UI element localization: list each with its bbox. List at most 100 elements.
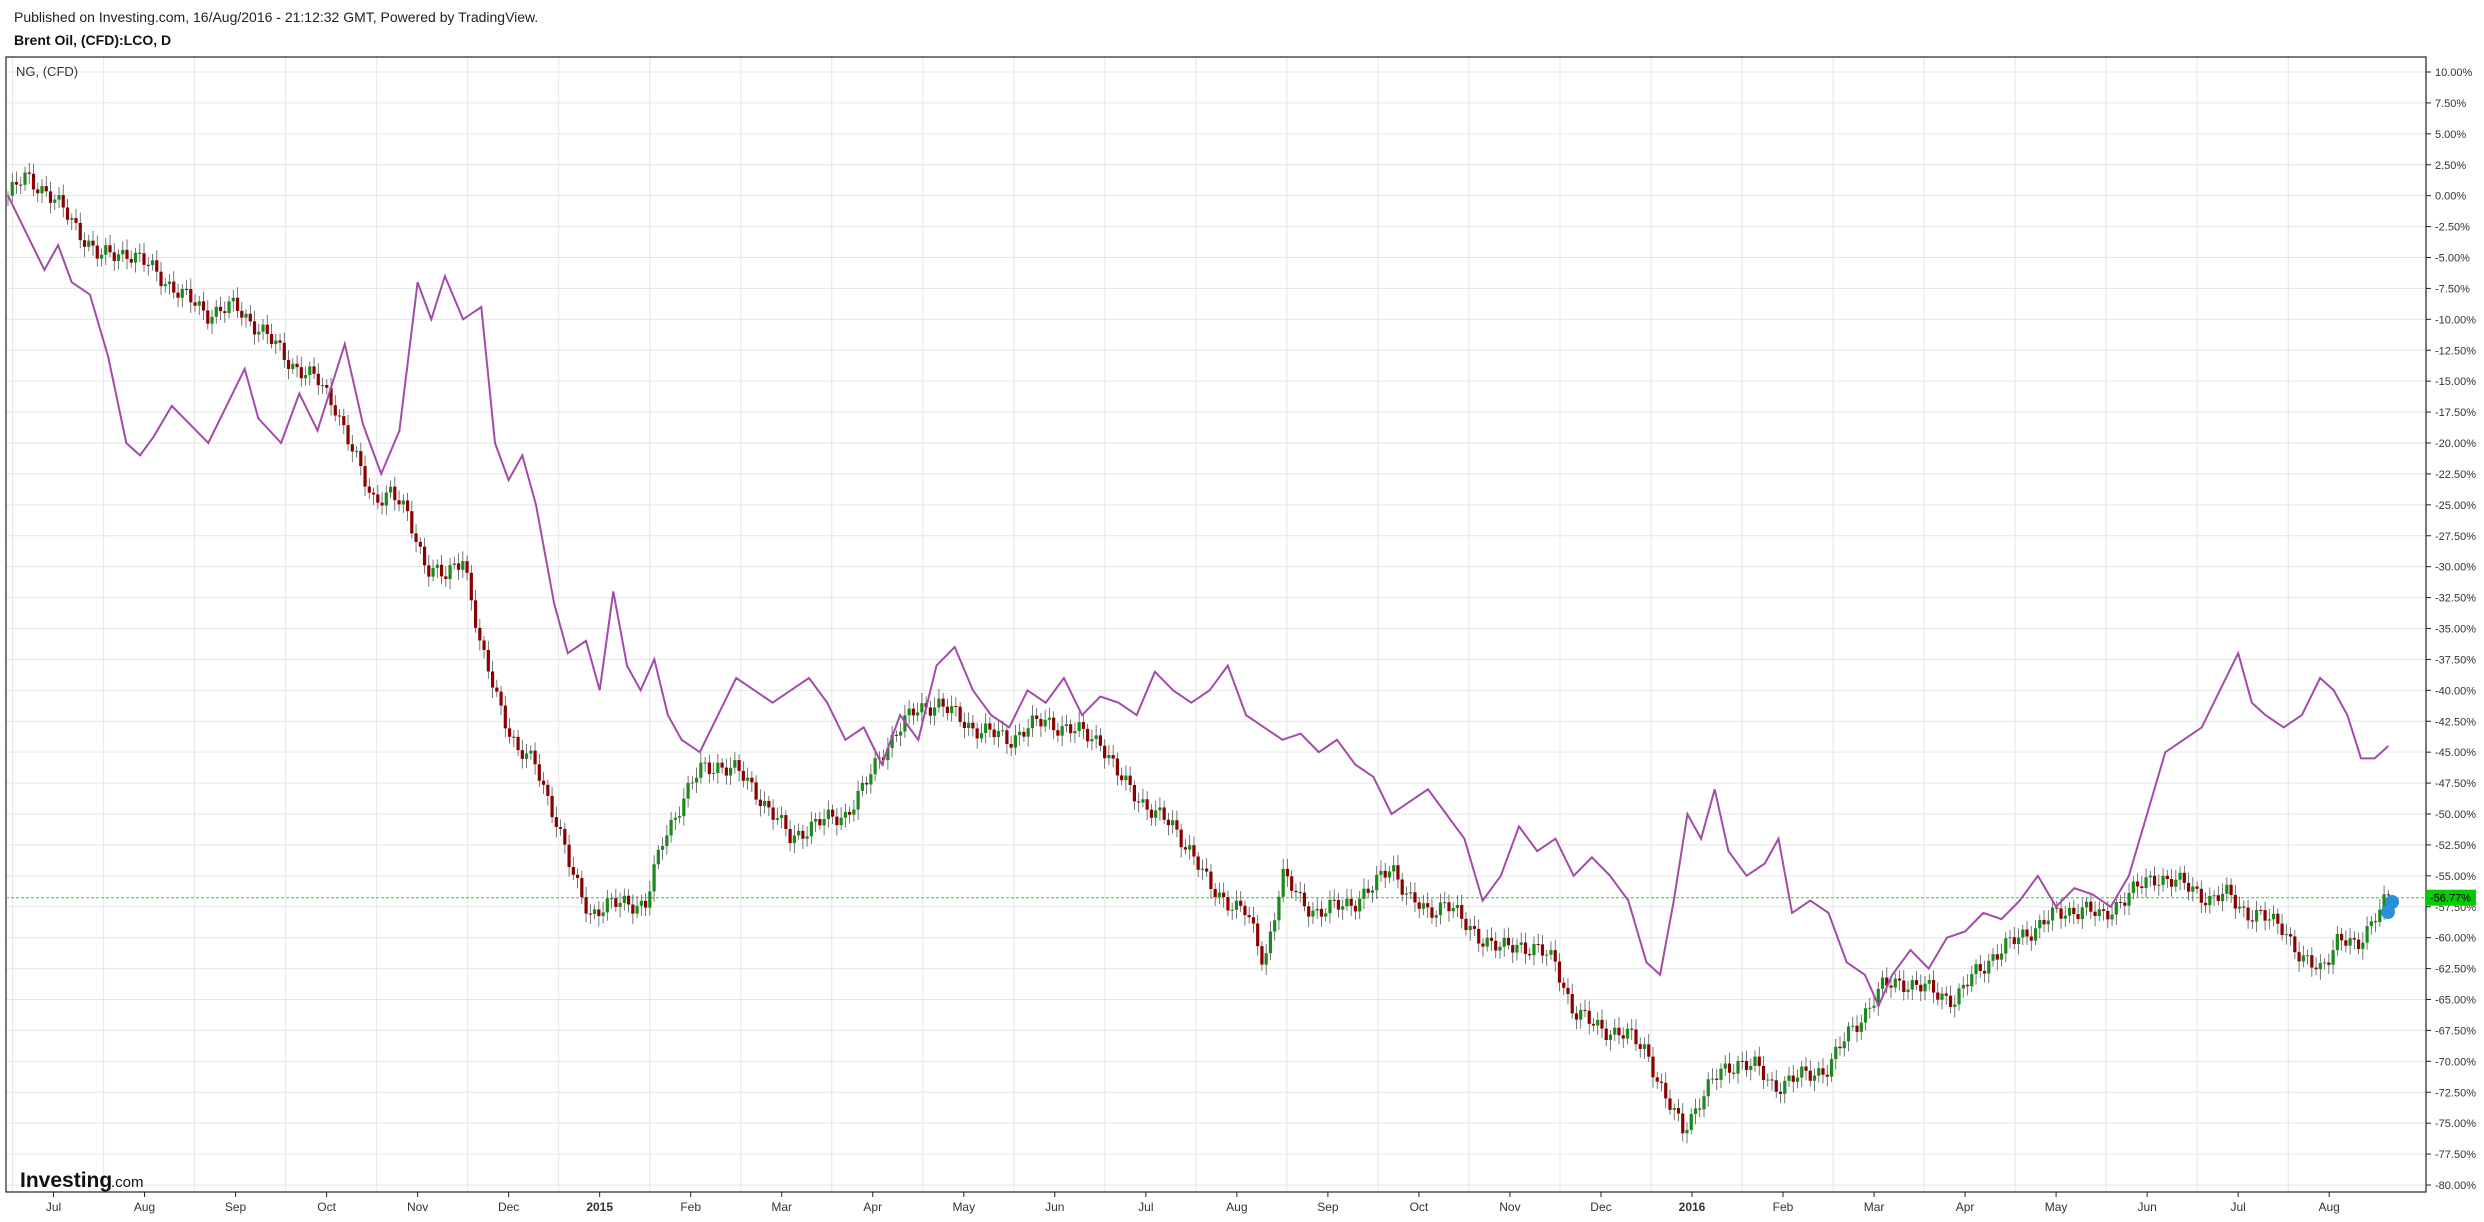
candle-body <box>843 811 847 818</box>
candle-body <box>2046 920 2050 925</box>
candle-body <box>1825 1074 1829 1077</box>
candle-body <box>388 486 393 493</box>
candle-body <box>1213 888 1217 898</box>
plot-frame <box>5 56 2427 1193</box>
candle-body <box>2169 879 2174 887</box>
y-tick-label: -32.50% <box>2435 593 2476 605</box>
x-tick-label: Apr <box>863 1200 882 1214</box>
candle-body <box>397 500 401 505</box>
candle-body <box>1332 899 1336 901</box>
candle-body <box>695 777 699 783</box>
candle-body <box>1379 870 1383 875</box>
candle-body <box>1868 1007 1872 1009</box>
candle-body <box>2259 910 2263 912</box>
candle-body <box>899 731 903 736</box>
x-tick-label: Aug <box>134 1200 155 1214</box>
candle-body <box>2293 936 2297 953</box>
candle-body <box>1090 739 1094 742</box>
candle-body <box>2025 929 2029 937</box>
y-tick-label: -55.00% <box>2435 871 2476 883</box>
candle-body <box>1876 988 1880 1006</box>
candle-body <box>2373 921 2378 923</box>
candle-body <box>405 500 410 512</box>
candle-body <box>48 191 53 203</box>
candle-body <box>1413 892 1417 903</box>
candle-body <box>1421 903 1426 909</box>
x-tick-label: Apr <box>1956 1200 1975 1214</box>
candle-body <box>1260 946 1264 965</box>
candle-body <box>1426 903 1430 908</box>
candle-body <box>2131 881 2135 893</box>
candle-body <box>206 310 210 324</box>
y-tick-label: -35.00% <box>2435 624 2476 636</box>
marker-circle-icon[interactable] <box>2381 905 2395 919</box>
candle-body <box>1549 950 1553 955</box>
candle-body <box>826 809 830 820</box>
candle-body <box>282 342 286 360</box>
candle-body <box>1638 1044 1642 1049</box>
candle-body <box>2369 921 2373 927</box>
candle-body <box>2114 901 2118 915</box>
x-tick-label: Oct <box>317 1200 336 1214</box>
candle-body <box>665 835 669 847</box>
candle-body <box>1753 1056 1757 1066</box>
candle-body <box>184 288 189 290</box>
candle-body <box>609 898 614 900</box>
y-tick-label: -22.50% <box>2435 469 2476 481</box>
candle-body <box>716 762 720 773</box>
candle-body <box>669 819 673 836</box>
candle-body <box>308 366 312 376</box>
candle-body <box>724 767 728 776</box>
candle-body <box>1681 1113 1685 1134</box>
candle-body <box>1489 937 1494 941</box>
candle-body <box>1940 993 1944 1000</box>
candle-body <box>2191 886 2195 892</box>
candle-body <box>2378 909 2382 922</box>
candle-body <box>461 561 465 570</box>
candle-body <box>329 387 333 406</box>
candle-body <box>1451 908 1455 912</box>
candle-body <box>44 186 48 192</box>
candle-body <box>890 734 894 749</box>
x-tick-label: Oct <box>1410 1200 1429 1214</box>
candle-body <box>2348 938 2352 946</box>
candle-body <box>303 375 308 379</box>
candle-body <box>1634 1029 1638 1045</box>
candle-body <box>469 572 473 601</box>
candle-body <box>1834 1046 1838 1060</box>
candle-body <box>10 182 14 196</box>
candle-body <box>1434 915 1438 918</box>
candle-body <box>1545 954 1549 956</box>
candle-body <box>2233 895 2237 909</box>
series-markers[interactable] <box>2381 895 2399 919</box>
candle-body <box>410 511 414 534</box>
candle-body <box>1188 845 1192 850</box>
candle-body <box>1400 879 1404 895</box>
candle-body <box>138 252 142 254</box>
candle-body <box>1787 1075 1791 1081</box>
candle-body <box>835 816 839 826</box>
candle-body <box>1570 994 1574 1014</box>
candle-body <box>954 705 958 707</box>
candle-body <box>852 809 856 815</box>
candle-body <box>1196 856 1200 870</box>
candle-body <box>82 240 87 247</box>
candle-body <box>65 207 70 220</box>
candle-body <box>1706 1079 1710 1097</box>
candle-body <box>1842 1041 1846 1049</box>
candle-body <box>1086 728 1090 742</box>
candle-body <box>1532 944 1536 956</box>
candle-body <box>2135 881 2140 887</box>
candle-body <box>1455 905 1460 909</box>
candle-body <box>1205 868 1209 872</box>
candle-body <box>2203 902 2208 906</box>
candle-body <box>1311 910 1315 917</box>
y-axis: 10.00% 7.50% 5.00% 2.50% 0.00% -2.50% -5.00% -7… <box>2426 67 2476 1192</box>
candle-body <box>2310 955 2314 968</box>
candle-body <box>1498 946 1502 951</box>
candle-body <box>907 708 911 716</box>
candle-body <box>563 828 567 845</box>
candle-body <box>27 172 31 174</box>
candle-body <box>87 240 91 247</box>
